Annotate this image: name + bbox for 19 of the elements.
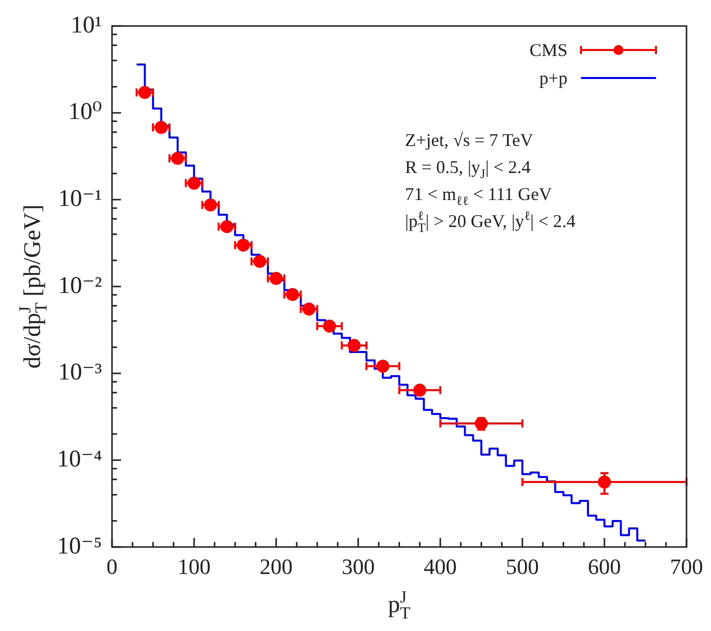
annotation: Z+jet, √s = 7 TeV — [405, 130, 534, 150]
y-tick-label: 10⁰ — [68, 99, 102, 126]
x-tick-label: 700 — [670, 554, 703, 579]
x-tick-label: 500 — [506, 554, 539, 579]
y-tick-label: 10⁻⁵ — [56, 533, 102, 560]
x-tick-label: 100 — [178, 554, 211, 579]
x-tick-label: 0 — [106, 554, 118, 579]
y-tick-label: 10⁻⁴ — [56, 446, 102, 472]
y-tick-label: 10⁻¹ — [58, 186, 102, 212]
y-axis-title: dσ/dpJT [pb/GeV] — [15, 204, 51, 368]
x-tick-label: 300 — [342, 554, 375, 579]
y-tick-label: 10⁻² — [58, 272, 102, 299]
x-tick-label: 200 — [260, 554, 293, 579]
x-tick-label: 400 — [424, 554, 457, 579]
legend-label: CMS — [529, 40, 568, 60]
y-tick-label: 10¹ — [70, 12, 102, 38]
legend-label: p+p — [539, 68, 568, 88]
x-tick-label: 600 — [588, 554, 621, 579]
y-tick-label: 10⁻³ — [58, 360, 102, 386]
